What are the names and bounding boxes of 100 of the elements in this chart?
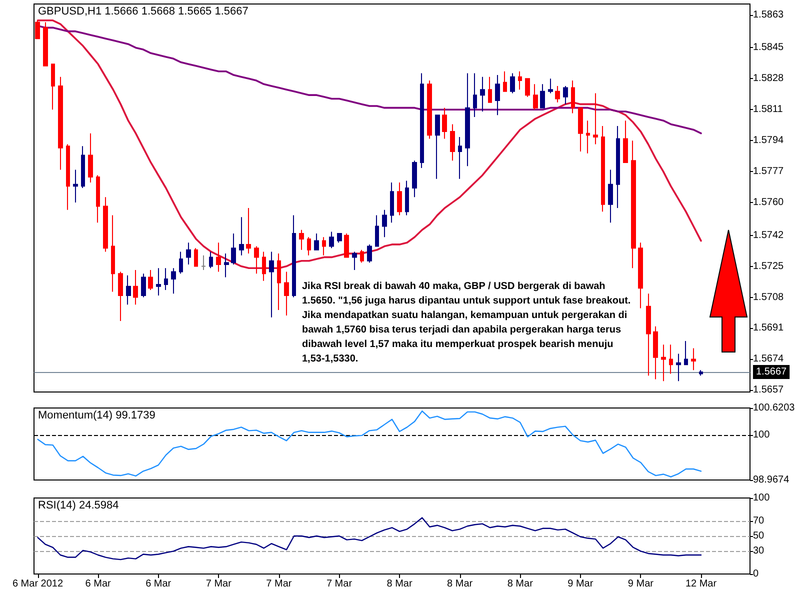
y-tick-label: 1.5794 [753, 135, 784, 146]
candlestick [103, 196, 108, 252]
candlestick [563, 85, 568, 105]
y-tick-label: 50 [753, 530, 765, 542]
candlestick [43, 22, 48, 66]
candlestick [66, 144, 70, 210]
candlestick [186, 242, 191, 265]
candlestick [586, 120, 590, 154]
candlestick [631, 140, 636, 269]
candlestick [156, 268, 161, 296]
candlestick [307, 236, 311, 256]
y-tick-label: 1.5828 [753, 73, 784, 84]
candlestick [209, 251, 213, 269]
candlestick [194, 248, 198, 267]
chart-title: Momentum(14) 99.1739 [38, 410, 156, 422]
candlestick [495, 74, 500, 116]
chart-title: GBPUSD,H1 1.5666 1.5668 1.5665 1.5667 [38, 6, 248, 18]
candlestick [488, 76, 492, 103]
candlestick [73, 169, 78, 204]
candlestick [216, 242, 221, 272]
candlestick [540, 84, 545, 108]
candlestick [623, 120, 628, 163]
candlestick [676, 353, 681, 382]
line-series [37, 517, 702, 560]
y-tick-label: 1.5845 [753, 42, 784, 54]
candlestick [653, 326, 658, 380]
y-tick-label: 100 [753, 492, 770, 504]
candlestick [699, 370, 703, 376]
candlestick [390, 182, 394, 224]
y-tick-label: 0 [753, 568, 759, 580]
annotation: Jika RSI break di bawah 40 maka, GBP / USD bergerak di bawah 1.5650. "1,56 juga harus dipantau untuk support untuk fase breakout. Jika mendapatkan suatu halangan, kemampuan untuk pergerakan di bawah 1,5760 bisa terus terjadi dan apabila pergerakan harga terus dibawah level 1,57 maka itu memperkuat prospek bearish menuju 1,53-1,5330. [302, 280, 631, 364]
candlestick [111, 214, 115, 292]
ref-line-label: 1.5667 [756, 366, 788, 378]
candlestick [593, 92, 598, 145]
candlestick [81, 146, 85, 188]
y-tick-label: 1.5777 [753, 166, 784, 178]
candlestick [510, 72, 515, 94]
candlestick [555, 85, 560, 103]
candlestick [578, 107, 583, 152]
candlestick [352, 251, 357, 270]
candlestick [412, 160, 417, 198]
candlestick [58, 76, 63, 170]
candlestick [691, 348, 696, 371]
candlestick [231, 233, 236, 265]
candlestick [224, 253, 229, 278]
x-tick-label: 9 Mar [628, 578, 654, 590]
candlestick [148, 269, 153, 290]
candlestick [525, 78, 530, 98]
candlestick [262, 251, 266, 282]
candlestick [684, 340, 688, 366]
candlestick [239, 216, 244, 256]
candlestick [638, 242, 643, 309]
candlestick [360, 249, 364, 264]
y-tick-label: 1.5708 [753, 292, 784, 303]
candlestick [277, 253, 281, 311]
candlestick [397, 182, 402, 216]
y-tick-label: 1.5760 [753, 197, 784, 208]
y-tick-label: 1.5674 [753, 354, 784, 365]
candlestick [88, 132, 93, 184]
candlestick [435, 114, 440, 180]
candlestick [405, 180, 409, 216]
y-tick-label: 1.5863 [753, 9, 784, 20]
candlestick [503, 70, 507, 92]
candlestick [314, 233, 319, 250]
y-tick-label: 1.5725 [753, 260, 784, 272]
x-tick-label: 7 Mar [326, 578, 353, 590]
candlestick [164, 268, 168, 290]
candlestick [322, 236, 326, 256]
candlestick [571, 80, 575, 114]
x-tick-label: 9 Mar [568, 578, 594, 590]
candlestick [473, 72, 477, 118]
chart-title: RSI(14) 24.5984 [38, 500, 119, 512]
candlestick [329, 231, 334, 249]
candlestick [465, 72, 470, 167]
candlestick [669, 344, 673, 374]
y-tick-label: 1.5742 [753, 230, 784, 241]
candlestick [179, 251, 183, 274]
y-tick-label: 100 [753, 430, 770, 441]
x-tick-label: 6 Mar [85, 578, 112, 590]
candlestick [458, 136, 462, 180]
candlestick [601, 126, 605, 212]
candlestick [51, 64, 55, 110]
candlestick [382, 209, 387, 238]
candlestick [292, 214, 296, 298]
candlestick [284, 271, 289, 316]
x-tick-label: 8 Mar [386, 578, 413, 590]
candlestick [533, 84, 538, 110]
candlestick [171, 268, 176, 294]
x-tick-label: 6 Mar [146, 578, 172, 590]
candlestick [35, 20, 40, 40]
candlestick [269, 251, 274, 318]
candlestick [118, 271, 123, 322]
y-tick-label: 1.5657 [753, 384, 784, 396]
y-tick-label: 100.6203 [753, 402, 796, 414]
x-tick-label: 6 Mar 2012 [12, 578, 64, 590]
candlestick [548, 78, 553, 94]
candlestick [420, 72, 424, 168]
y-tick-label: 98.9674 [753, 474, 790, 486]
candlestick [254, 246, 259, 274]
y-tick-label: 70 [753, 515, 765, 526]
